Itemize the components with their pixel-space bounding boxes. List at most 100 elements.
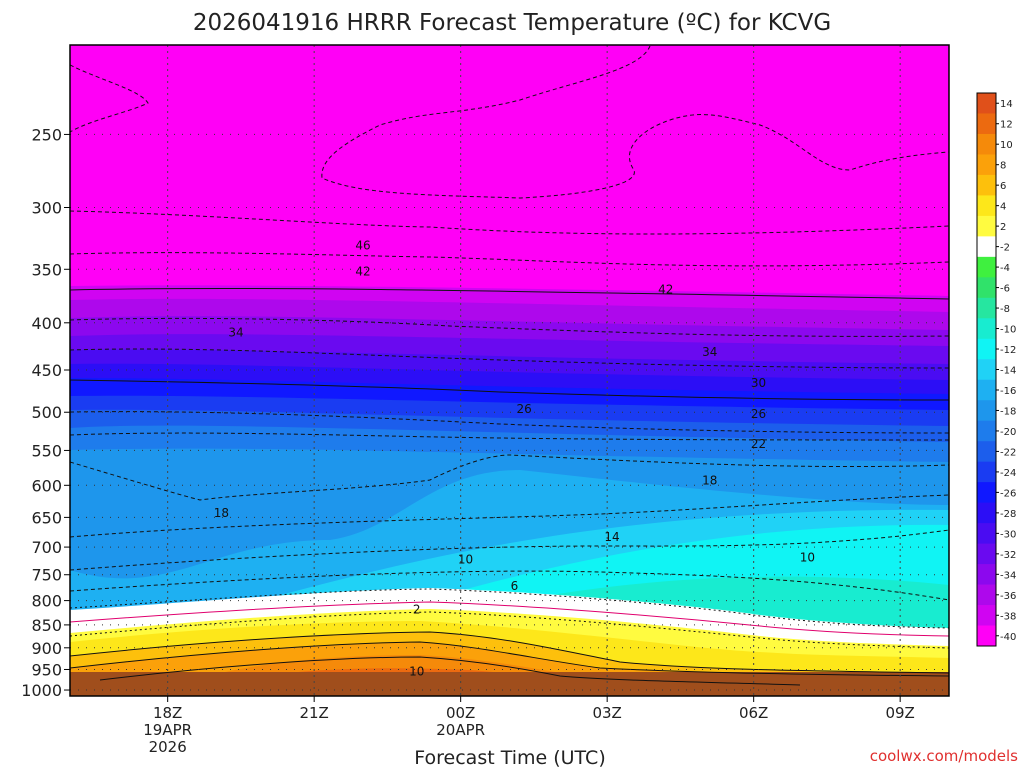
colorbar-swatch [977, 441, 996, 463]
contour-minus-6 [70, 570, 949, 601]
colorbar-label: 8 [1000, 161, 1006, 172]
colorbar-label: -22 [1000, 447, 1016, 458]
y-tick-label: 350 [31, 260, 62, 279]
colorbar-swatch [977, 400, 996, 422]
contour-minus-50-upper [321, 45, 949, 199]
contour-minus-50 [70, 64, 149, 133]
colorbar-swatch [977, 502, 996, 524]
y-tick-label: 1000 [21, 681, 62, 700]
x-tick-label: 2026 [149, 738, 187, 756]
colorbar-swatch [977, 379, 996, 401]
contour-label: 10 [458, 552, 473, 566]
y-tick-label: 250 [31, 125, 62, 144]
x-tick-label: 18Z [153, 704, 182, 722]
contour-minus-10 [70, 529, 949, 571]
x-tick-label: 21Z [299, 704, 328, 722]
colorbar-label: 2 [1000, 222, 1006, 233]
contour-minus-2 [70, 588, 949, 629]
contour-minus-18 [70, 454, 949, 501]
y-tick-label: 600 [31, 476, 62, 495]
contour-6 [70, 631, 949, 674]
y-tick-label: 300 [31, 199, 62, 218]
colorbar-swatch [977, 215, 996, 237]
contour-14 [99, 656, 801, 686]
contour-label: 34 [702, 345, 717, 359]
colorbar-swatch [977, 338, 996, 360]
contour-label: 18 [214, 506, 229, 520]
contour-minus-46 [70, 210, 949, 235]
x-tick-label: 06Z [739, 704, 768, 722]
contour-label: 2 [413, 603, 421, 617]
colorbar-swatch [977, 359, 996, 381]
credit-text: coolwx.com/models [870, 747, 1018, 765]
x-axis-title: Forecast Time (UTC) [414, 747, 605, 768]
contour-minus-42 [70, 252, 949, 267]
contour-label: 26 [751, 407, 766, 421]
colorbar-swatch [977, 236, 996, 258]
y-tick-label: 700 [31, 538, 62, 557]
contour-label: 6 [511, 579, 519, 593]
x-tick-label: 20APR [436, 721, 485, 739]
colorbar-label: -18 [1000, 406, 1016, 417]
colorbar-label: -2 [1000, 243, 1010, 254]
contour-0 [70, 601, 949, 637]
contour-label: 42 [658, 282, 673, 296]
temperature-fill [70, 45, 949, 696]
colorbar-swatch [977, 584, 996, 606]
contour-label: 10 [409, 665, 424, 679]
colorbar-label: -32 [1000, 550, 1016, 561]
y-tick-label: 750 [31, 566, 62, 585]
colorbar-swatch [977, 482, 996, 504]
colorbar-label: -36 [1000, 591, 1016, 602]
contour-label: 22 [751, 437, 766, 451]
contour-minus-14 [70, 494, 949, 538]
colorbar-label: -30 [1000, 529, 1016, 540]
y-tick-label: 450 [31, 361, 62, 380]
colorbar-label: -26 [1000, 488, 1016, 499]
colorbar-label: -16 [1000, 386, 1016, 397]
contour-minus-22 [70, 432, 949, 441]
colorbar-swatch [977, 154, 996, 176]
y-tick-label: 850 [31, 616, 62, 635]
colorbar-label: 6 [1000, 181, 1006, 192]
contour-label: 14 [604, 530, 619, 544]
y-tick-label: 950 [31, 660, 62, 679]
colorbar-label: -34 [1000, 570, 1016, 581]
colorbar-swatch [977, 93, 996, 114]
contour-label: 34 [228, 326, 243, 340]
colorbar-label: 10 [1000, 140, 1013, 151]
contour-labels: 46 42 42 34 34 30 26 26 22 18 18 14 10 10 6 2 10 [214, 239, 815, 679]
contour-label: 42 [355, 265, 370, 279]
y-tick-label: 400 [31, 314, 62, 333]
x-tick-label: 03Z [592, 704, 621, 722]
y-tick-label: 650 [31, 508, 62, 527]
colorbar-label: 12 [1000, 120, 1013, 131]
contour-minus-30 [70, 348, 949, 369]
colorbar-swatch [977, 523, 996, 545]
y-tick-label: 800 [31, 592, 62, 611]
colorbar-label: -4 [1000, 263, 1010, 274]
colorbar-swatch [977, 625, 996, 647]
colorbar-swatch [977, 297, 996, 319]
gridlines [70, 45, 949, 696]
contour-label: 30 [751, 376, 766, 390]
contour-label: 26 [517, 402, 532, 416]
colorbar: 14 12 10 8 6 4 2 -2 -4 -6 -8 -10 -12 -14 -16 -18 -20 -22 -… [976, 92, 1016, 647]
colorbar-label: -40 [1000, 632, 1016, 643]
y-tick-label: 500 [31, 403, 62, 422]
colorbar-swatch [977, 133, 996, 155]
contour-minus-26 [70, 379, 949, 401]
contour-label: 46 [355, 239, 370, 253]
colorbar-label: -38 [1000, 611, 1016, 622]
colorbar-label: -10 [1000, 325, 1016, 336]
y-tick-label: 900 [31, 639, 62, 658]
colorbar-swatch [977, 195, 996, 217]
colorbar-label: -24 [1000, 468, 1016, 479]
colorbar-swatch [977, 318, 996, 340]
colorbar-label: -8 [1000, 304, 1010, 315]
colorbar-swatch [977, 277, 996, 299]
colorbar-swatch [977, 420, 996, 442]
colorbar-label: -6 [1000, 284, 1010, 295]
contour-2 [70, 611, 949, 649]
